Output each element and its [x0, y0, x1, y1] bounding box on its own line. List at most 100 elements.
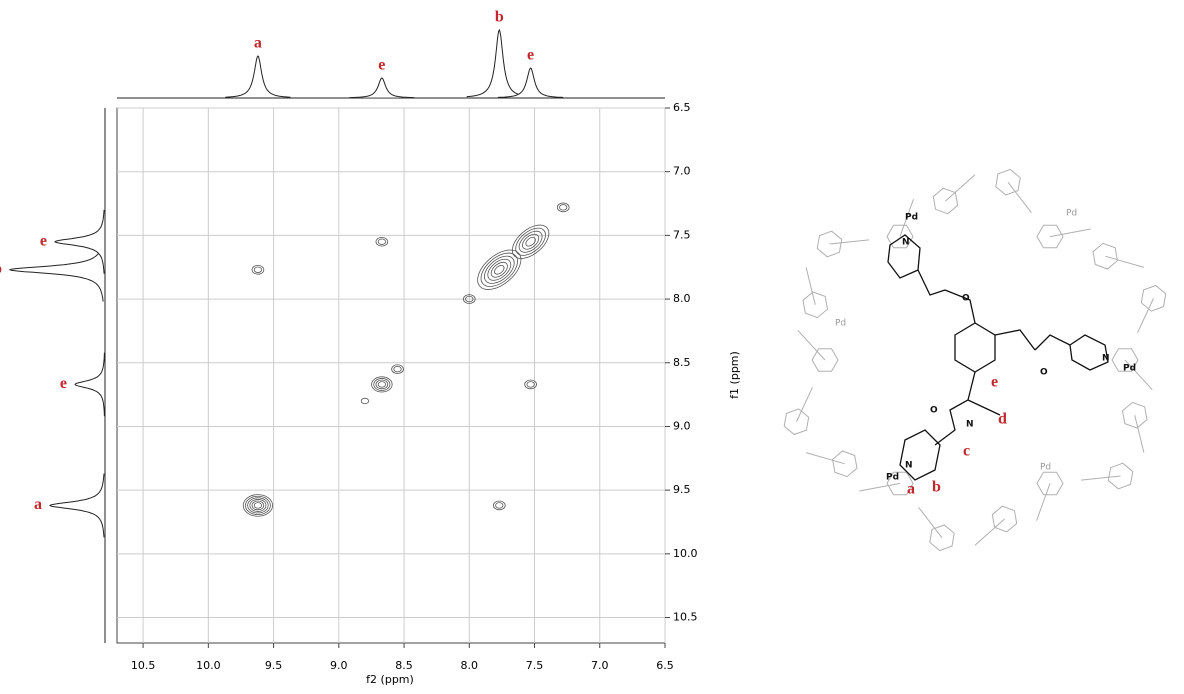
contour	[391, 364, 404, 374]
cage-ring	[1036, 224, 1064, 249]
x-tick-label: 8.0	[461, 659, 479, 672]
cage-bond	[1007, 181, 1032, 214]
contour	[371, 376, 393, 393]
peak-label: e	[378, 57, 385, 74]
peak-label: e	[60, 375, 67, 392]
contour	[247, 497, 269, 514]
contour	[526, 381, 535, 388]
projection-peak	[466, 28, 532, 98]
y-tick-label: 6.5	[673, 101, 691, 114]
cage-ring	[991, 505, 1018, 533]
atom-label: O	[1040, 368, 1048, 378]
atom-label: Pd	[1066, 209, 1077, 219]
x-tick-label: 10.0	[196, 659, 221, 672]
cage-ring	[1092, 242, 1118, 270]
contour	[492, 500, 506, 511]
site-label: b	[932, 479, 941, 496]
contour	[377, 238, 386, 245]
cage-bond	[829, 239, 869, 245]
contour	[490, 261, 508, 278]
x-tick-label: 8.5	[395, 659, 413, 672]
contour	[465, 295, 474, 303]
cage-ring	[995, 168, 1021, 196]
cage-bond	[796, 387, 813, 422]
site-label: d	[998, 411, 1007, 428]
atom-label: O	[962, 294, 970, 304]
cage-ring	[1107, 462, 1134, 490]
contour	[373, 378, 391, 391]
x-axis-label: f2 (ppm)	[366, 673, 414, 686]
atom-label: Pd	[1040, 463, 1051, 473]
cage-bond	[918, 506, 943, 539]
y-tick-label: 7.5	[673, 228, 691, 241]
projection-peak	[349, 77, 415, 99]
site-label: c	[963, 443, 970, 460]
contour	[375, 236, 389, 247]
cage-bond	[1036, 483, 1051, 521]
cage-bond	[1124, 359, 1153, 391]
y-tick-label: 7.0	[673, 165, 691, 178]
atom-label: O	[930, 406, 938, 416]
cage-bond	[1049, 228, 1091, 238]
x-tick-label: 7.0	[591, 659, 609, 672]
peak-label: e	[527, 47, 534, 64]
projection-peak	[225, 55, 291, 98]
cage-bond	[797, 329, 826, 361]
contour	[487, 258, 512, 281]
cage-ring	[832, 450, 858, 478]
y-tick-label: 10.5	[673, 611, 698, 624]
contour	[253, 502, 263, 509]
contour	[515, 227, 546, 256]
cage-bond	[1081, 475, 1121, 481]
y-tick-label: 9.5	[673, 483, 691, 496]
cage-ring	[802, 291, 829, 319]
cage-ring	[932, 187, 959, 215]
x-tick-label: 10.5	[131, 659, 156, 672]
cage-bond	[974, 518, 1005, 546]
cage-bond	[859, 482, 901, 492]
atom-label: Pd	[905, 213, 918, 223]
atom-label: N	[902, 238, 910, 248]
contour	[245, 495, 271, 516]
cage-ring	[816, 230, 843, 258]
y-tick-label: 10.0	[673, 547, 698, 560]
atom-label: Pd	[835, 319, 846, 329]
atom-label: N	[1102, 354, 1110, 364]
y-tick-label: 8.0	[673, 292, 691, 305]
contour	[484, 255, 515, 284]
atom-label: N	[905, 461, 913, 471]
contour	[559, 204, 568, 211]
peak-label: a	[254, 35, 262, 52]
peak-label: a	[34, 496, 42, 513]
site-label: e	[991, 374, 998, 391]
cage-bond	[1137, 298, 1154, 333]
cage-ring	[1036, 471, 1064, 496]
cage-bond	[1134, 415, 1145, 453]
peak-label: b	[495, 9, 504, 26]
contour	[494, 264, 505, 275]
contour	[525, 236, 536, 247]
plot-frame	[116, 107, 666, 644]
contour	[360, 397, 370, 405]
cage-bond	[805, 267, 816, 305]
cage-bond	[945, 174, 976, 202]
atom-label: N	[966, 420, 974, 430]
contour	[375, 379, 389, 390]
contour	[511, 224, 550, 259]
projection-peak	[49, 473, 105, 538]
atom-label: Pd	[1123, 364, 1136, 374]
contour	[522, 233, 540, 250]
x-tick-label: 9.5	[265, 659, 283, 672]
cage-ring	[929, 524, 955, 552]
x-tick-label: 7.5	[526, 659, 544, 672]
contour	[242, 494, 274, 517]
contour	[477, 249, 522, 290]
contour	[480, 252, 518, 287]
x-tick-label: 9.0	[330, 659, 348, 672]
cage-bond	[1105, 255, 1145, 268]
contour	[377, 381, 386, 388]
contour	[524, 379, 537, 390]
y-tick-label: 8.5	[673, 356, 691, 369]
contour	[556, 202, 570, 213]
